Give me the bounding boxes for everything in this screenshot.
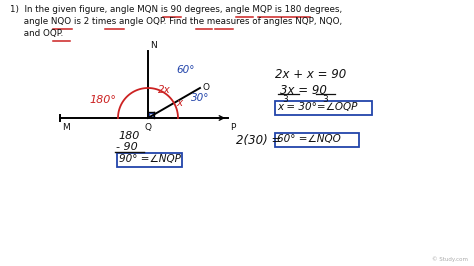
Text: 180: 180: [118, 131, 139, 141]
Text: 3: 3: [282, 95, 288, 104]
Text: 3: 3: [322, 95, 328, 104]
Text: 60°: 60°: [176, 65, 194, 75]
Text: Q: Q: [145, 123, 152, 132]
Text: P: P: [230, 123, 236, 132]
Text: and OQP.: and OQP.: [10, 29, 63, 38]
Text: 2x + x = 90: 2x + x = 90: [275, 68, 346, 81]
Text: M: M: [62, 123, 70, 132]
Text: 30°: 30°: [191, 93, 210, 103]
Text: 2(30) =: 2(30) =: [236, 134, 282, 147]
Text: angle NQO is 2 times angle OQP. Find the measures of angles NQP, NQO,: angle NQO is 2 times angle OQP. Find the…: [10, 17, 342, 26]
Text: 2x: 2x: [158, 85, 171, 95]
Text: 60° =∠NQO: 60° =∠NQO: [277, 134, 341, 144]
Text: x = 30°=∠OQP: x = 30°=∠OQP: [277, 102, 357, 112]
Text: O: O: [203, 84, 210, 93]
Text: 1)  In the given figure, angle MQN is 90 degrees, angle MQP is 180 degrees,: 1) In the given figure, angle MQN is 90 …: [10, 5, 342, 14]
Text: 90° =∠NQP: 90° =∠NQP: [119, 154, 181, 164]
Text: - 90: - 90: [116, 142, 138, 152]
Text: N: N: [150, 41, 157, 50]
Text: 180°: 180°: [90, 95, 117, 105]
Text: 3x = 90: 3x = 90: [280, 84, 327, 97]
Text: x: x: [176, 98, 182, 108]
Text: © Study.com: © Study.com: [432, 256, 468, 262]
